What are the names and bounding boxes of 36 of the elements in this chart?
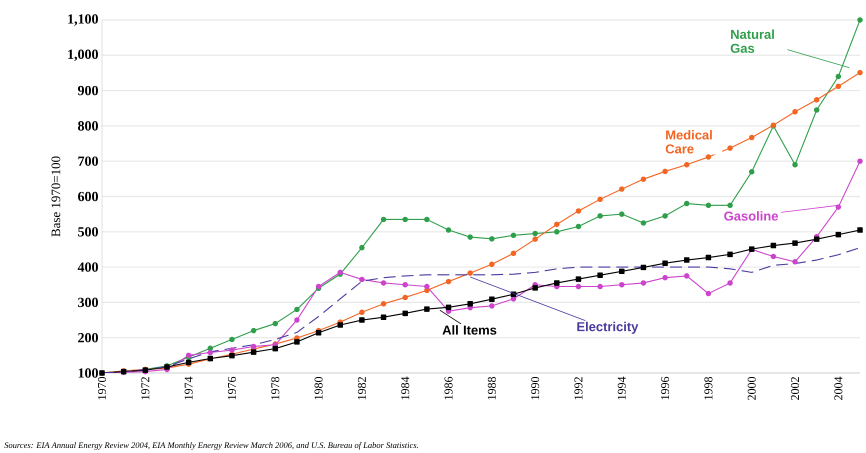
legend-label: Gasoline	[724, 211, 778, 221]
x-tick-label: 2004	[834, 376, 842, 400]
y-tick-label: 200	[78, 332, 98, 342]
text: Electricity	[577, 322, 638, 334]
x-tick-label: 1996	[661, 376, 670, 400]
x-tick-label: 1974	[184, 376, 193, 400]
text: Natural Gas	[730, 29, 774, 53]
x-tick-label: 1976	[228, 376, 236, 400]
x-tick-label: 1986	[444, 376, 453, 400]
x-tick-label: 1998	[704, 376, 712, 400]
x-tick-label: 1988	[488, 376, 496, 400]
x-tick-label: 1992	[574, 377, 582, 400]
source-note: Sources: EIA Annual Energy Review 2004, EIA Monthly Energy Review March 2006, and U.S. Bureau of Labor Statistics.	[4, 442, 418, 450]
series-label: Medical Care	[666, 130, 712, 154]
y-tick-label: 500	[78, 227, 98, 236]
x-tick-label: 1982	[358, 377, 366, 400]
y-tick-label: 1,100	[68, 14, 98, 26]
y-tick-label: 900	[78, 86, 98, 96]
y-tick-label: 600	[78, 192, 98, 202]
x-tick-label: 1990	[531, 376, 540, 400]
x-tick-label: 1972	[141, 377, 150, 400]
x-tick-label: 1980	[314, 376, 323, 400]
y-axis-title: Base 1970=100	[52, 156, 60, 237]
x-tick-label: 1978	[271, 376, 280, 400]
y-tick-label: 1,000	[68, 50, 98, 61]
x-tick-label: 1994	[618, 376, 626, 400]
y-tick-label: 700	[78, 156, 98, 166]
series-label: All Items	[442, 325, 496, 335]
x-tick-label: 1984	[401, 376, 410, 400]
x-tick-label: 2002	[791, 377, 800, 400]
y-tick-label: 800	[78, 121, 98, 131]
y-tick-label: 400	[78, 262, 98, 272]
y-tick-label: 100	[78, 368, 98, 378]
x-tick-label: 2000	[748, 376, 756, 400]
x-tick-label: 1970	[98, 376, 106, 400]
y-tick-label: 300	[78, 298, 98, 308]
